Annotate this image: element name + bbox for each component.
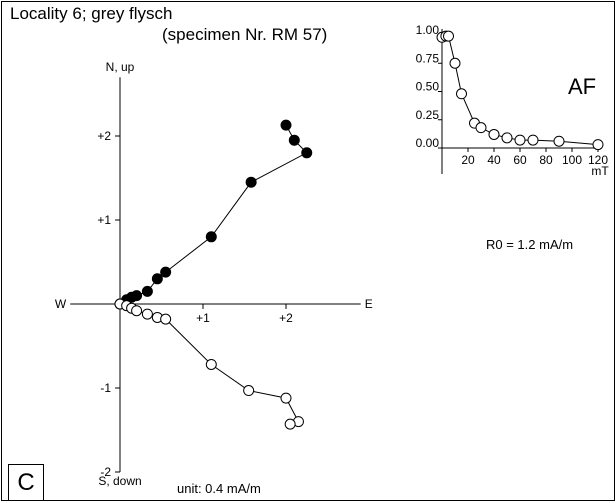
af-y-tick-label: 0.00 [416,136,440,150]
data-point-open [205,358,217,370]
af-x-tick-label: 100 [562,153,582,167]
data-point-filled [280,119,292,131]
data-point-filled [245,176,257,188]
data-point-open [243,385,255,397]
af-x-tick-label: 80 [539,153,553,167]
af-data-point [488,128,500,140]
axis-label-south: S, down [98,474,141,488]
unit-note: unit: 0.4 mA/m [177,481,261,496]
data-point-filled [301,147,313,159]
af-x-tick-label: 40 [487,153,501,167]
data-point-open [131,305,143,317]
af-x-axis-unit: mT [591,164,609,178]
axis-label-north: N, up [106,60,135,74]
data-point-open [160,313,172,325]
data-point-filled [131,290,143,302]
af-data-point [592,139,604,151]
af-y-tick-label: 1.00 [416,23,440,37]
data-point-open [280,392,292,404]
data-point-filled [151,273,163,285]
x-tick-label: +1 [196,311,210,325]
y-tick-label: +1 [97,213,111,227]
x-tick-label: +2 [279,311,293,325]
figure-title: Locality 6; grey flysch [10,4,173,23]
af-data-point [501,132,513,144]
af-y-tick-label: 0.50 [416,80,440,94]
y-tick-label: -2 [100,465,111,479]
data-point-filled [141,285,153,297]
af-y-tick-label: 0.25 [416,108,440,122]
af-data-point [527,134,539,146]
af-x-tick-label: 20 [461,153,475,167]
data-point-open [141,308,153,320]
y-tick-label: +2 [97,129,111,143]
data-point-filled [160,266,172,278]
r0-note: R0 = 1.2 mA/m [486,237,574,252]
data-point-filled [205,231,217,243]
af-data-point [443,30,454,42]
af-data-point [449,57,461,69]
data-point-open [284,418,296,430]
af-data-point [514,134,526,146]
axis-label-west: W [55,297,67,311]
inset-label: AF [568,74,597,99]
af-x-tick-label: 60 [513,153,527,167]
data-point-filled [288,134,300,146]
y-tick-label: -1 [100,381,111,395]
panel-label: C [8,464,44,501]
af-data-point [553,135,565,147]
af-data-point [456,88,467,100]
af-y-tick-label: 0.75 [416,51,440,65]
figure-subtitle: (specimen Nr. RM 57) [162,25,328,44]
axis-label-east: E [365,297,373,311]
af-data-point [475,122,487,134]
af-x-tick-label: 120 [588,153,608,167]
